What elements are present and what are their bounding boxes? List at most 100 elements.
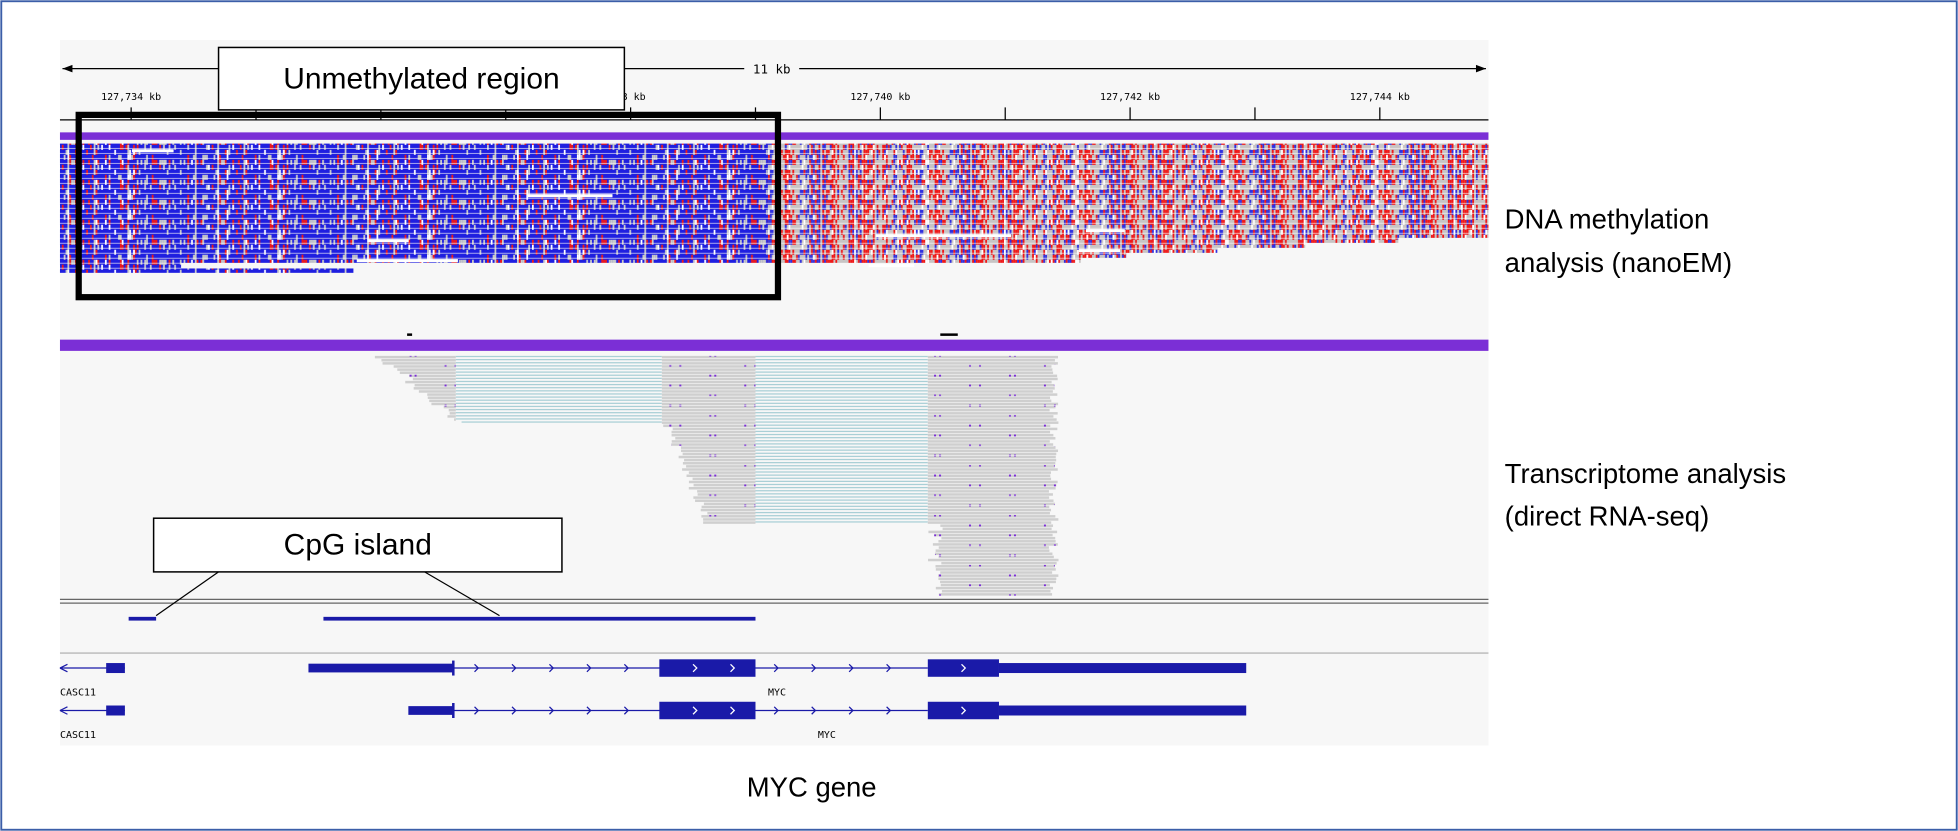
rna-read xyxy=(661,355,756,359)
strand-chevron xyxy=(886,663,892,673)
rna-read xyxy=(688,471,756,474)
rna-read xyxy=(661,396,756,399)
casc11-arrow xyxy=(59,706,68,715)
splice-junction xyxy=(455,399,662,401)
splice-junction xyxy=(755,505,928,507)
splice-junction xyxy=(755,499,928,501)
splice-junction xyxy=(755,390,928,392)
myc-exon xyxy=(659,701,756,720)
splice-junction xyxy=(755,471,928,473)
rna-read xyxy=(927,499,1054,502)
myc-utr xyxy=(408,706,454,715)
splice-junction xyxy=(755,424,928,426)
gene-name: MYC xyxy=(818,730,836,741)
rna-read xyxy=(693,483,756,487)
rna-read xyxy=(374,355,456,359)
methylation-read xyxy=(767,198,1489,203)
splice-junction xyxy=(755,493,928,495)
methylation-read xyxy=(59,188,768,193)
rna-read xyxy=(935,586,1054,590)
methylation-read xyxy=(59,158,768,163)
splice-junction xyxy=(755,427,928,429)
rna-read xyxy=(671,440,756,443)
rna-read xyxy=(695,499,756,502)
cpg-connector xyxy=(424,571,500,617)
splice-junction xyxy=(755,355,928,358)
rna-read xyxy=(927,405,1056,409)
splice-junction xyxy=(755,446,928,448)
strand-chevron xyxy=(848,663,854,673)
splice-junction xyxy=(455,393,662,395)
strand-chevron xyxy=(586,663,592,673)
methylation-read xyxy=(767,213,1489,218)
methylation-read xyxy=(59,228,768,233)
rna-read xyxy=(927,399,1052,403)
splice-junction xyxy=(755,502,928,504)
rna-read xyxy=(697,493,756,496)
read-gap xyxy=(875,234,1012,238)
rna-read xyxy=(448,408,456,412)
methylation-read xyxy=(767,153,1489,158)
splice-junction xyxy=(755,474,928,476)
rna-read xyxy=(927,474,1051,477)
splice-junction xyxy=(455,380,662,383)
rna-read xyxy=(927,365,1052,368)
splice-junction xyxy=(755,486,928,489)
strand-chevron xyxy=(549,706,555,715)
methylation-read xyxy=(59,268,354,273)
rna-read xyxy=(672,427,756,431)
rna-read xyxy=(938,577,1057,581)
splice-junction xyxy=(455,358,662,361)
splice-junction xyxy=(455,371,662,373)
methylation-read xyxy=(767,148,1489,153)
rna-read xyxy=(927,374,1058,378)
rna-read xyxy=(701,505,756,509)
rna-read xyxy=(688,486,756,490)
rna-read xyxy=(927,380,1052,384)
rna-read xyxy=(928,558,1059,562)
methylation-read xyxy=(767,218,1489,223)
splice-junction xyxy=(455,368,662,370)
splice-junction xyxy=(755,415,928,417)
methylation-read xyxy=(767,158,1489,163)
rna-read xyxy=(927,427,1058,431)
methylation-read xyxy=(59,253,768,258)
methylation-read xyxy=(767,228,1489,233)
rna-read xyxy=(927,358,1055,362)
methylation-read xyxy=(767,193,1489,198)
cpg-bar xyxy=(128,616,157,621)
rna-read xyxy=(409,374,456,378)
splice-junction xyxy=(755,393,928,395)
rna-read xyxy=(927,496,1050,499)
span-bg xyxy=(744,59,800,78)
ruler-tick-label: 127,744 kb xyxy=(1350,92,1410,103)
rna-read xyxy=(927,502,1055,506)
methylation-read xyxy=(59,193,768,198)
rna-read xyxy=(927,437,1056,440)
rna-read xyxy=(703,521,756,524)
rna-read xyxy=(927,355,1059,359)
rna-read xyxy=(927,368,1053,371)
splice-junction xyxy=(755,399,928,401)
rna-read xyxy=(686,465,756,468)
splice-junction xyxy=(755,421,928,423)
rna-read xyxy=(671,430,756,434)
read-gap xyxy=(1085,229,1125,233)
cpg-connector xyxy=(155,571,219,617)
rna-read xyxy=(661,387,756,390)
rna-read xyxy=(661,358,756,362)
splice-junction xyxy=(755,496,928,498)
methylation-read xyxy=(767,248,1218,253)
rna-coverage xyxy=(59,339,1489,351)
splice-junction xyxy=(755,440,928,442)
splice-junction xyxy=(755,396,928,398)
splice-junction xyxy=(455,396,662,398)
rna-read xyxy=(927,443,1054,446)
splice-junction xyxy=(755,374,928,376)
rna-read xyxy=(399,371,456,374)
rna-read xyxy=(682,452,756,456)
rna-read xyxy=(935,568,1056,571)
rna-read xyxy=(682,462,756,465)
rna-read xyxy=(934,552,1053,556)
unmethylated-box xyxy=(75,111,782,301)
